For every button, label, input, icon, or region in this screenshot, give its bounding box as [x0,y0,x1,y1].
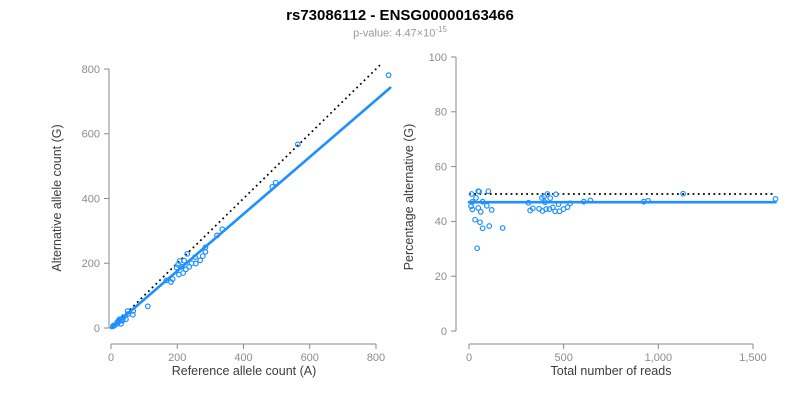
left-x-axis-label: Reference allele count (A) [171,364,317,378]
data-point [469,199,476,205]
data-point [474,245,481,252]
data-point [544,191,551,197]
data-point [645,197,652,204]
data-point [294,141,301,148]
data-point [564,204,571,211]
right-plot: 0 20 40 60 80 100 0 500 1,000 1,500 [429,52,779,364]
data-point [199,253,206,260]
data-point [178,263,185,270]
data-point [202,244,209,251]
data-point [567,200,574,207]
data-point [486,223,493,229]
data-point [120,314,127,320]
data-point [472,216,478,223]
x-tick-label: 1,000 [645,352,673,364]
data-point [144,303,151,310]
data-point [479,225,486,232]
data-point [499,225,506,231]
data-point [485,188,492,195]
left-plot: 0 200 400 600 800 0 200 400 600 800 [82,64,392,364]
data-point [488,206,495,213]
x-tick-label: 600 [301,352,319,364]
y-tick-label: 20 [435,271,447,283]
data-point [483,202,490,209]
x-tick-label: 800 [367,352,385,364]
data-point [477,219,483,226]
data-point [385,72,392,79]
identity-line [110,64,381,329]
page-title: rs73086112 - ENSG00000163466 [286,7,514,24]
y-tick-label: 600 [82,129,100,141]
data-point [184,250,191,257]
regression-line [109,86,392,330]
data-point [475,205,482,211]
x-tick-label: 200 [168,352,186,364]
y-tick-label: 800 [82,64,100,76]
data-point [130,307,137,314]
y-tick-label: 200 [82,258,100,270]
data-point [553,191,559,198]
x-tick-label: 500 [554,352,572,364]
y-tick-label: 60 [435,161,447,173]
data-point [269,183,276,190]
data-point [477,208,484,215]
data-point [124,311,131,317]
data-point [479,198,486,205]
x-tick-label: 1,500 [739,352,767,364]
data-point [202,249,209,255]
data-point [555,201,562,208]
data-point [772,196,779,202]
data-point [219,226,226,233]
y-tick-label: 40 [435,216,447,228]
data-point [473,194,479,201]
data-point [580,198,587,205]
data-point [475,188,482,195]
data-point [272,179,279,186]
data-point [468,191,475,197]
data-point [587,197,594,204]
x-tick-label: 400 [234,352,252,364]
data-point [192,254,199,260]
data-point [181,257,188,264]
y-tick-label: 0 [94,323,100,335]
data-point [469,206,476,213]
p-value-exponent: -15 [435,25,447,34]
data-point [192,260,199,267]
data-point [529,205,536,212]
data-point [197,257,204,264]
y-tick-label: 100 [429,52,447,64]
data-point [124,308,131,315]
x-tick-label: 0 [108,352,114,364]
y-tick-label: 80 [435,107,447,119]
p-value-subtitle: p-value: 4.47×10-15 [0,25,800,40]
right-y-axis-label: Percentage alternative (G) [402,123,416,271]
data-point [525,199,532,206]
y-tick-label: 400 [82,193,100,205]
data-point [542,199,549,206]
x-tick-label: 0 [466,352,472,364]
data-point [214,232,220,239]
y-tick-label: 0 [441,326,447,338]
right-x-axis-label: Total number of reads [550,364,672,378]
data-point [169,276,176,283]
left-y-axis-label: Alternative allele count (G) [50,124,64,272]
data-point [547,195,554,202]
data-point [680,190,687,197]
data-point [180,270,187,276]
p-value-text: p-value: 4.47×10 [353,27,436,40]
data-point [539,208,546,214]
